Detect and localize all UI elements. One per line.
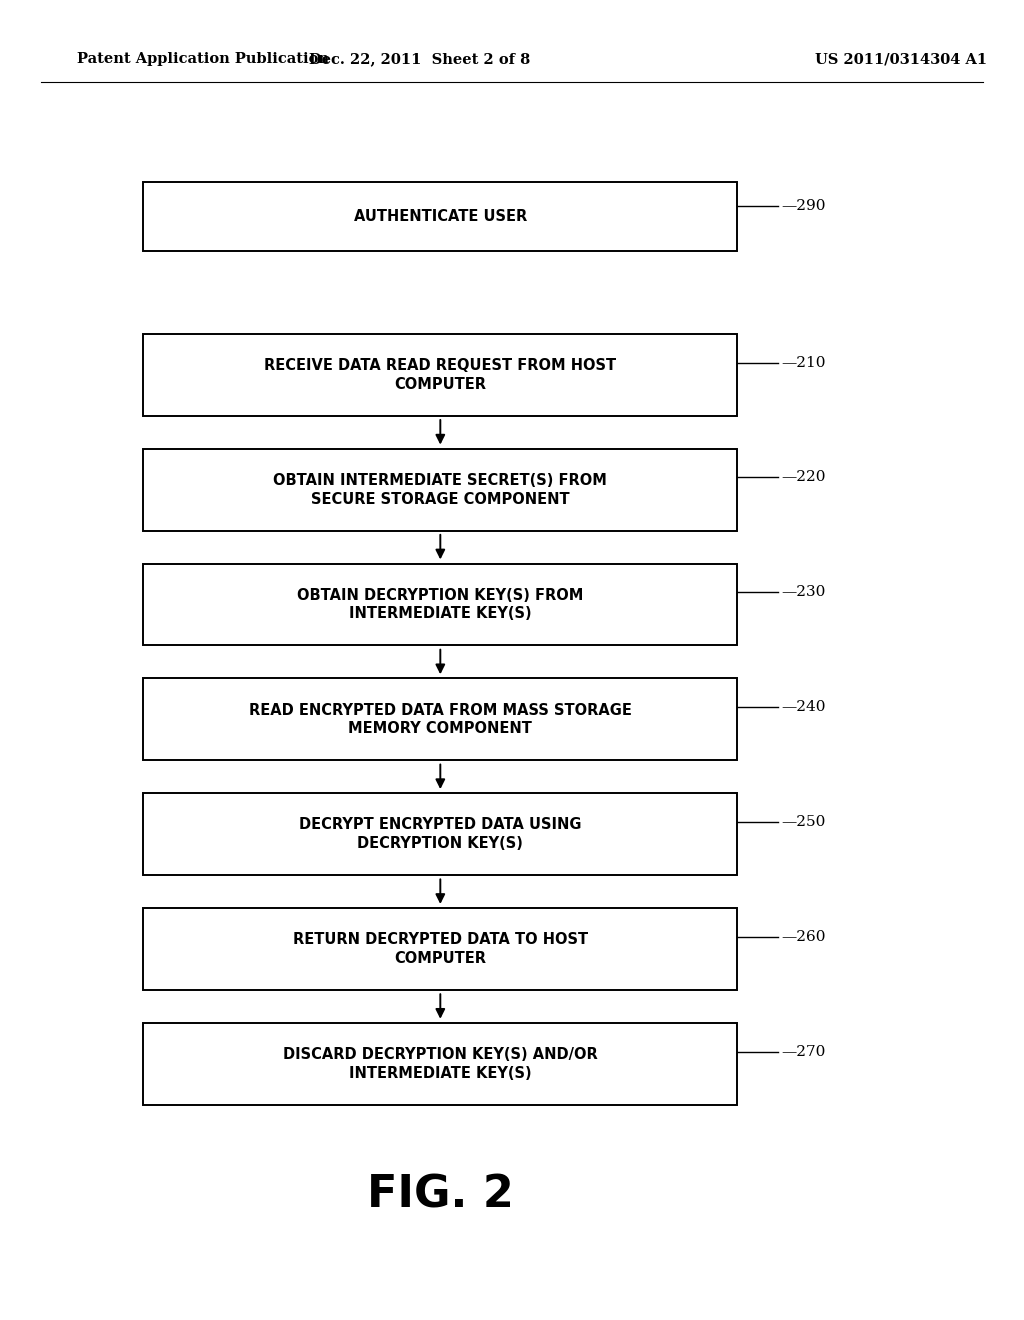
Text: READ ENCRYPTED DATA FROM MASS STORAGE
MEMORY COMPONENT: READ ENCRYPTED DATA FROM MASS STORAGE ME… [249, 702, 632, 737]
Text: OBTAIN DECRYPTION KEY(S) FROM
INTERMEDIATE KEY(S): OBTAIN DECRYPTION KEY(S) FROM INTERMEDIA… [297, 587, 584, 622]
Text: DECRYPT ENCRYPTED DATA USING
DECRYPTION KEY(S): DECRYPT ENCRYPTED DATA USING DECRYPTION … [299, 817, 582, 851]
Text: FIG. 2: FIG. 2 [367, 1173, 514, 1216]
Text: RETURN DECRYPTED DATA TO HOST
COMPUTER: RETURN DECRYPTED DATA TO HOST COMPUTER [293, 932, 588, 966]
Text: —220: —220 [781, 470, 825, 484]
Text: AUTHENTICATE USER: AUTHENTICATE USER [353, 209, 527, 224]
Text: US 2011/0314304 A1: US 2011/0314304 A1 [815, 53, 987, 66]
FancyBboxPatch shape [143, 182, 737, 251]
FancyBboxPatch shape [143, 793, 737, 875]
FancyBboxPatch shape [143, 564, 737, 645]
FancyBboxPatch shape [143, 678, 737, 760]
FancyBboxPatch shape [143, 334, 737, 416]
Text: —210: —210 [781, 355, 825, 370]
FancyBboxPatch shape [143, 1023, 737, 1105]
FancyBboxPatch shape [143, 908, 737, 990]
Text: DISCARD DECRYPTION KEY(S) AND/OR
INTERMEDIATE KEY(S): DISCARD DECRYPTION KEY(S) AND/OR INTERME… [283, 1047, 598, 1081]
Text: —230: —230 [781, 585, 825, 599]
Text: Dec. 22, 2011  Sheet 2 of 8: Dec. 22, 2011 Sheet 2 of 8 [309, 53, 530, 66]
Text: Patent Application Publication: Patent Application Publication [77, 53, 329, 66]
Text: —270: —270 [781, 1044, 825, 1059]
Text: RECEIVE DATA READ REQUEST FROM HOST
COMPUTER: RECEIVE DATA READ REQUEST FROM HOST COMP… [264, 358, 616, 392]
FancyBboxPatch shape [143, 449, 737, 531]
Text: OBTAIN INTERMEDIATE SECRET(S) FROM
SECURE STORAGE COMPONENT: OBTAIN INTERMEDIATE SECRET(S) FROM SECUR… [273, 473, 607, 507]
Text: —240: —240 [781, 700, 825, 714]
Text: —290: —290 [781, 199, 825, 214]
Text: —250: —250 [781, 814, 825, 829]
Text: —260: —260 [781, 929, 825, 944]
